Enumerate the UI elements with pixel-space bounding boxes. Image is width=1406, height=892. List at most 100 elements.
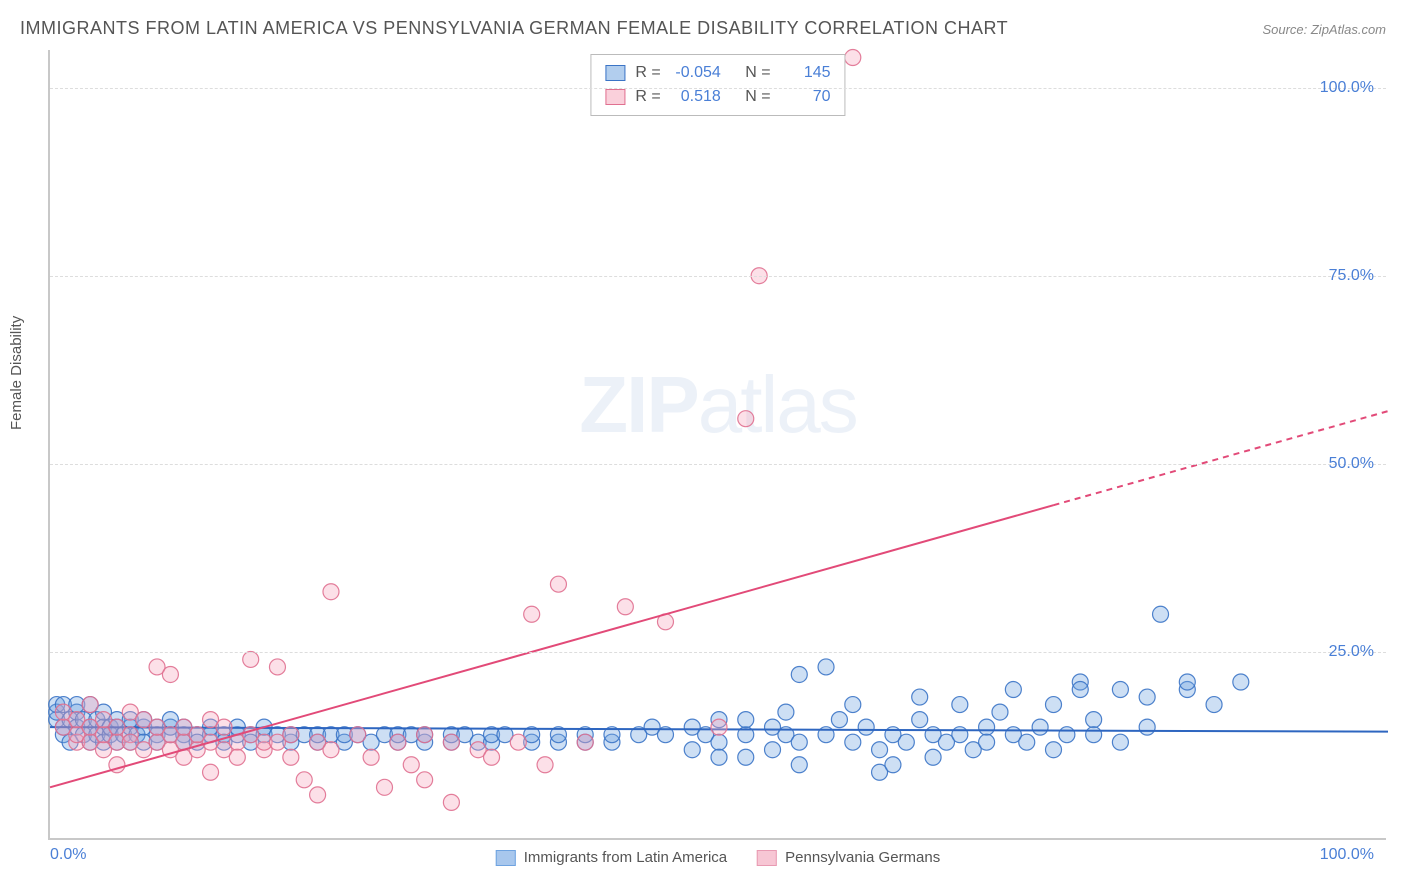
data-point [1086,712,1102,728]
data-point [791,757,807,773]
data-point [872,742,888,758]
legend-label-0: Immigrants from Latin America [524,849,727,866]
data-point [979,734,995,750]
data-point [363,749,379,765]
data-point [216,719,232,735]
data-point [952,697,968,713]
stats-row-series-0: R = -0.054 N = 145 [605,61,830,85]
data-point [738,411,754,427]
data-point [203,764,219,780]
r-label-0: R = [635,61,660,85]
data-point [992,704,1008,720]
n-value-0: 145 [781,61,831,85]
data-point [738,712,754,728]
gridline [50,464,1386,465]
data-point [377,779,393,795]
data-point [82,697,98,713]
data-point [1112,734,1128,750]
data-point [524,606,540,622]
source-attribution: Source: ZipAtlas.com [1262,22,1386,37]
data-point [403,757,419,773]
data-point [711,749,727,765]
data-point [845,50,861,66]
data-point [898,734,914,750]
data-point [778,704,794,720]
data-point [818,659,834,675]
ytick-label: 25.0% [1329,643,1374,661]
swatch-series-0 [605,65,625,81]
data-point [296,772,312,788]
data-point [979,719,995,735]
gridline [50,88,1386,89]
data-point [310,787,326,803]
data-point [738,749,754,765]
data-point [484,749,500,765]
gridline [50,276,1386,277]
data-point [323,742,339,758]
bottom-legend: Immigrants from Latin America Pennsylvan… [496,849,940,866]
data-point [791,734,807,750]
legend-label-1: Pennsylvania Germans [785,849,940,866]
data-point [537,757,553,773]
data-point [617,599,633,615]
data-point [952,727,968,743]
stats-legend-box: R = -0.054 N = 145 R = 0.518 N = 70 [590,54,845,116]
data-point [417,772,433,788]
data-point [1046,742,1062,758]
data-point [1005,682,1021,698]
data-point [1139,689,1155,705]
data-point [845,734,861,750]
data-point [858,719,874,735]
legend-item-1: Pennsylvania Germans [757,849,940,866]
data-point [162,666,178,682]
legend-swatch-0 [496,850,516,866]
data-point [390,734,406,750]
data-point [684,742,700,758]
data-point [711,719,727,735]
chart-title: IMMIGRANTS FROM LATIN AMERICA VS PENNSYL… [20,18,1008,39]
data-point [417,727,433,743]
xtick-label: 0.0% [50,846,86,864]
ytick-label: 50.0% [1329,455,1374,473]
xtick-label: 100.0% [1320,846,1374,864]
data-point [1032,719,1048,735]
data-point [283,749,299,765]
gridline [50,652,1386,653]
data-point [1179,674,1195,690]
n-label-0: N = [745,61,770,85]
data-point [1072,682,1088,698]
data-point [1206,697,1222,713]
data-point [1046,697,1062,713]
data-point [1153,606,1169,622]
data-point [765,742,781,758]
data-point [845,697,861,713]
data-point [791,666,807,682]
y-axis-label: Female Disability [8,316,25,430]
ytick-label: 75.0% [1329,267,1374,285]
data-point [443,734,459,750]
data-point [1139,719,1155,735]
data-point [1059,727,1075,743]
data-point [510,734,526,750]
legend-item-0: Immigrants from Latin America [496,849,727,866]
data-point [885,757,901,773]
data-point [925,749,941,765]
data-point [912,712,928,728]
data-point [229,749,245,765]
data-point [443,794,459,810]
plot-svg [50,50,1386,838]
data-point [283,727,299,743]
data-point [1086,727,1102,743]
data-point [1112,682,1128,698]
chart-area: ZIPatlas R = -0.054 N = 145 R = 0.518 N … [48,50,1386,840]
data-point [323,584,339,600]
ytick-label: 100.0% [1320,79,1374,97]
data-point [912,689,928,705]
data-point [577,734,593,750]
data-point [1019,734,1035,750]
data-point [350,727,366,743]
legend-swatch-1 [757,850,777,866]
data-point [711,734,727,750]
data-point [243,651,259,667]
data-point [1233,674,1249,690]
